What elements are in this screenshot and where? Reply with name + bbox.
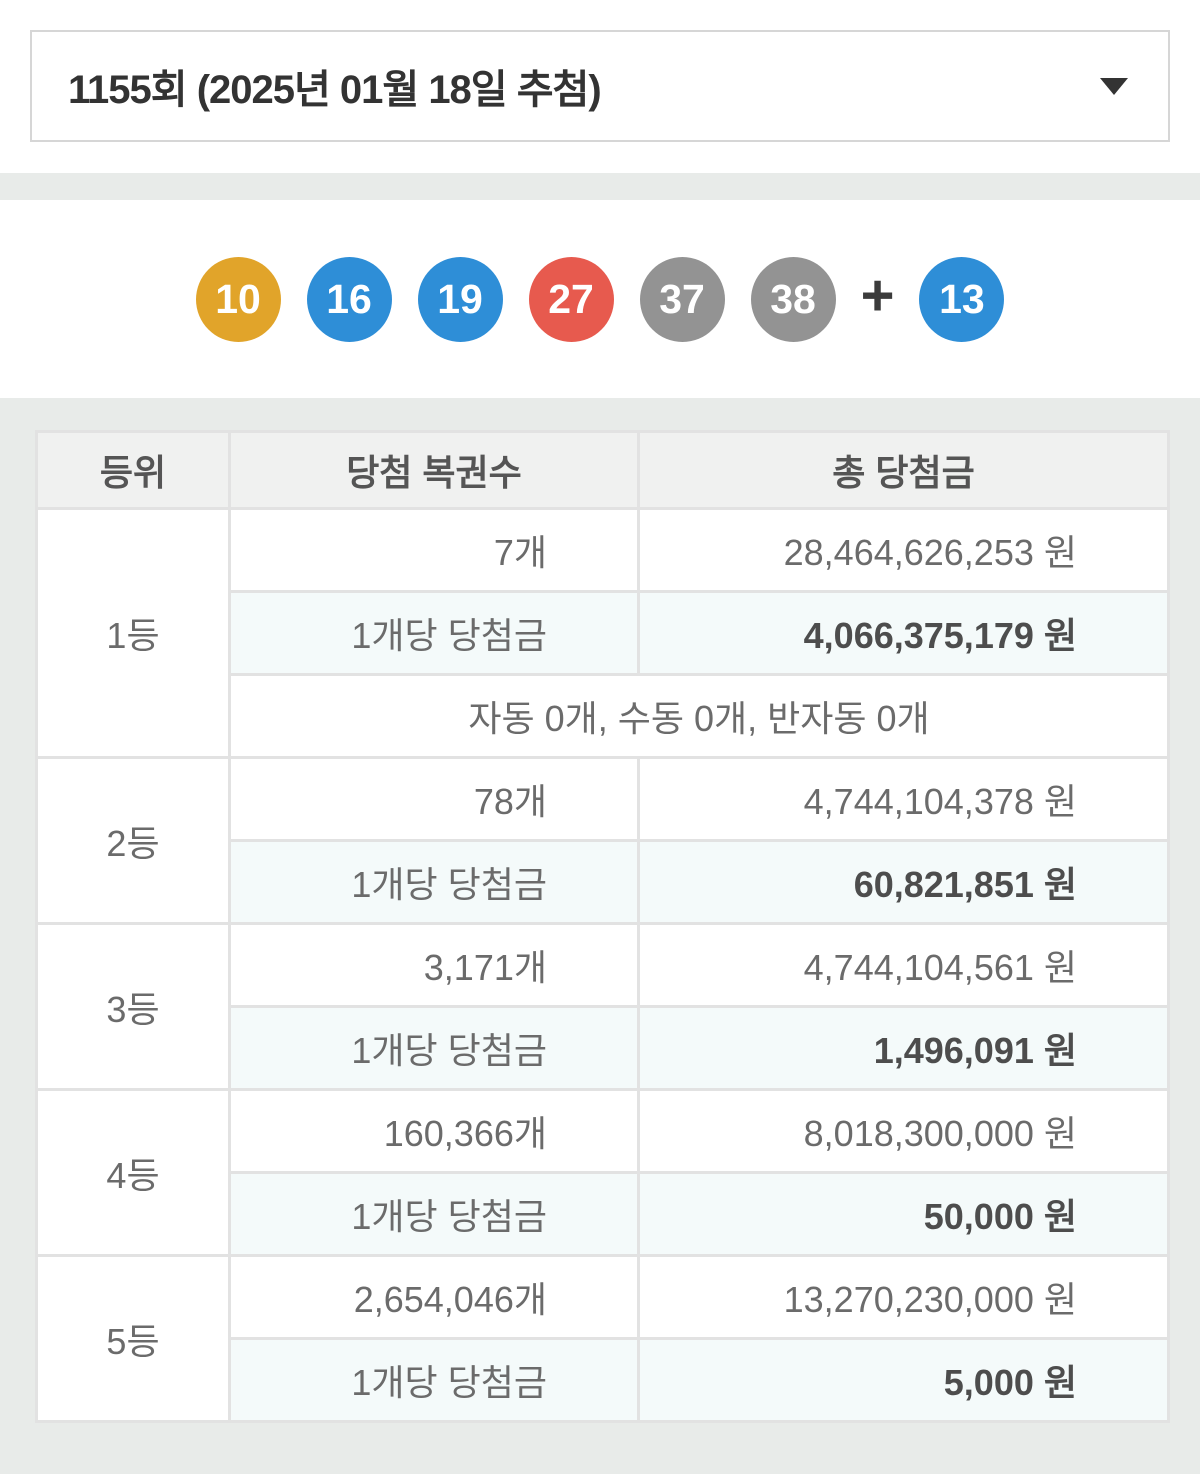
winner-count-cell: 3,171개 xyxy=(228,922,640,1008)
prize-table: 등위 당첨 복권수 총 당첨금 1등 7개 28,464,626,253 원 1… xyxy=(35,430,1170,1423)
lotto-ball-2: 16 xyxy=(306,256,392,342)
table-row: 5등 2,654,046개 13,270,230,000 원 xyxy=(35,1254,1170,1423)
per-ticket-label: 1개당 당첨금 xyxy=(228,1171,640,1257)
round-selector-dropdown[interactable]: 1155회 (2025년 01월 18일 추첨) xyxy=(30,30,1170,142)
col-header-total-prize: 총 당첨금 xyxy=(637,430,1170,510)
ball-number: 10 xyxy=(215,275,261,322)
winner-count-cell: 78개 xyxy=(228,756,640,842)
plus-icon: + xyxy=(860,263,895,328)
total-prize-cell: 4,744,104,378 원 xyxy=(637,756,1170,842)
table-row: 1개당 당첨금 4,066,375,179 원 xyxy=(37,590,1170,676)
winner-count-cell: 160,366개 xyxy=(228,1088,640,1174)
col-header-rank: 등위 xyxy=(35,430,231,510)
table-row: 3등 3,171개 4,744,104,561 원 xyxy=(35,922,1170,1091)
winning-numbers-section: 10 16 19 27 37 38 + 13 xyxy=(0,200,1200,398)
round-selector-area: 1155회 (2025년 01월 18일 추첨) xyxy=(0,0,1200,173)
ball-number: 13 xyxy=(939,275,985,322)
per-ticket-amount-cell: 1,496,091 원 xyxy=(637,1005,1170,1091)
lotto-ball-6: 38 xyxy=(750,256,836,342)
per-ticket-amount-cell: 5,000 원 xyxy=(637,1337,1170,1423)
total-prize-cell: 4,744,104,561 원 xyxy=(637,922,1170,1008)
total-prize-cell: 8,018,300,000 원 xyxy=(637,1088,1170,1174)
per-ticket-amount-cell: 50,000 원 xyxy=(637,1171,1170,1257)
lotto-ball-1: 10 xyxy=(195,256,281,342)
lotto-ball-4: 27 xyxy=(528,256,614,342)
table-row: 1개당 당첨금 1,496,091 원 xyxy=(37,1005,1170,1091)
per-ticket-label: 1개당 당첨금 xyxy=(228,1337,640,1423)
table-row: 1개당 당첨금 60,821,851 원 xyxy=(37,839,1170,925)
table-row: 1개당 당첨금 50,000 원 xyxy=(37,1171,1170,1257)
lotto-ball-5: 37 xyxy=(639,256,725,342)
winner-count-cell: 7개 xyxy=(228,507,640,593)
col-header-winner-count: 당첨 복권수 xyxy=(228,430,640,510)
per-ticket-amount-cell: 4,066,375,179 원 xyxy=(637,590,1170,676)
table-header-row: 등위 당첨 복권수 총 당첨금 xyxy=(35,430,1170,510)
prize-table-section: 등위 당첨 복권수 총 당첨금 1등 7개 28,464,626,253 원 1… xyxy=(0,398,1200,1474)
ball-number: 38 xyxy=(770,275,816,322)
lotto-ball-3: 19 xyxy=(417,256,503,342)
per-ticket-label: 1개당 당첨금 xyxy=(228,590,640,676)
section-divider-top xyxy=(0,173,1200,200)
rank-cell: 1등 xyxy=(35,507,231,759)
rank-cell: 4등 xyxy=(35,1088,231,1257)
ball-number: 19 xyxy=(437,275,483,322)
per-ticket-label: 1개당 당첨금 xyxy=(228,1005,640,1091)
rank-cell: 5등 xyxy=(35,1254,231,1423)
round-selector-label: 1155회 (2025년 01월 18일 추첨) xyxy=(68,68,602,112)
per-ticket-amount-cell: 60,821,851 원 xyxy=(637,839,1170,925)
ball-number: 16 xyxy=(326,275,372,322)
total-prize-cell: 13,270,230,000 원 xyxy=(637,1254,1170,1340)
table-row: 1등 7개 28,464,626,253 원 xyxy=(35,507,1170,759)
winner-count-cell: 2,654,046개 xyxy=(228,1254,640,1340)
table-row: 2등 78개 4,744,104,378 원 xyxy=(35,756,1170,925)
table-row: 1개당 당첨금 5,000 원 xyxy=(37,1337,1170,1423)
chevron-down-icon xyxy=(1100,77,1128,95)
ticket-type-breakdown: 자동 0개, 수동 0개, 반자동 0개 xyxy=(228,673,1170,759)
rank-cell: 3등 xyxy=(35,922,231,1091)
ball-number: 37 xyxy=(659,275,705,322)
per-ticket-label: 1개당 당첨금 xyxy=(228,839,640,925)
table-row: 4등 160,366개 8,018,300,000 원 xyxy=(35,1088,1170,1257)
table-row: 자동 0개, 수동 0개, 반자동 0개 xyxy=(37,673,1170,759)
bonus-ball: 13 xyxy=(919,256,1005,342)
rank-cell: 2등 xyxy=(35,756,231,925)
ball-number: 27 xyxy=(548,275,594,322)
total-prize-cell: 28,464,626,253 원 xyxy=(637,507,1170,593)
